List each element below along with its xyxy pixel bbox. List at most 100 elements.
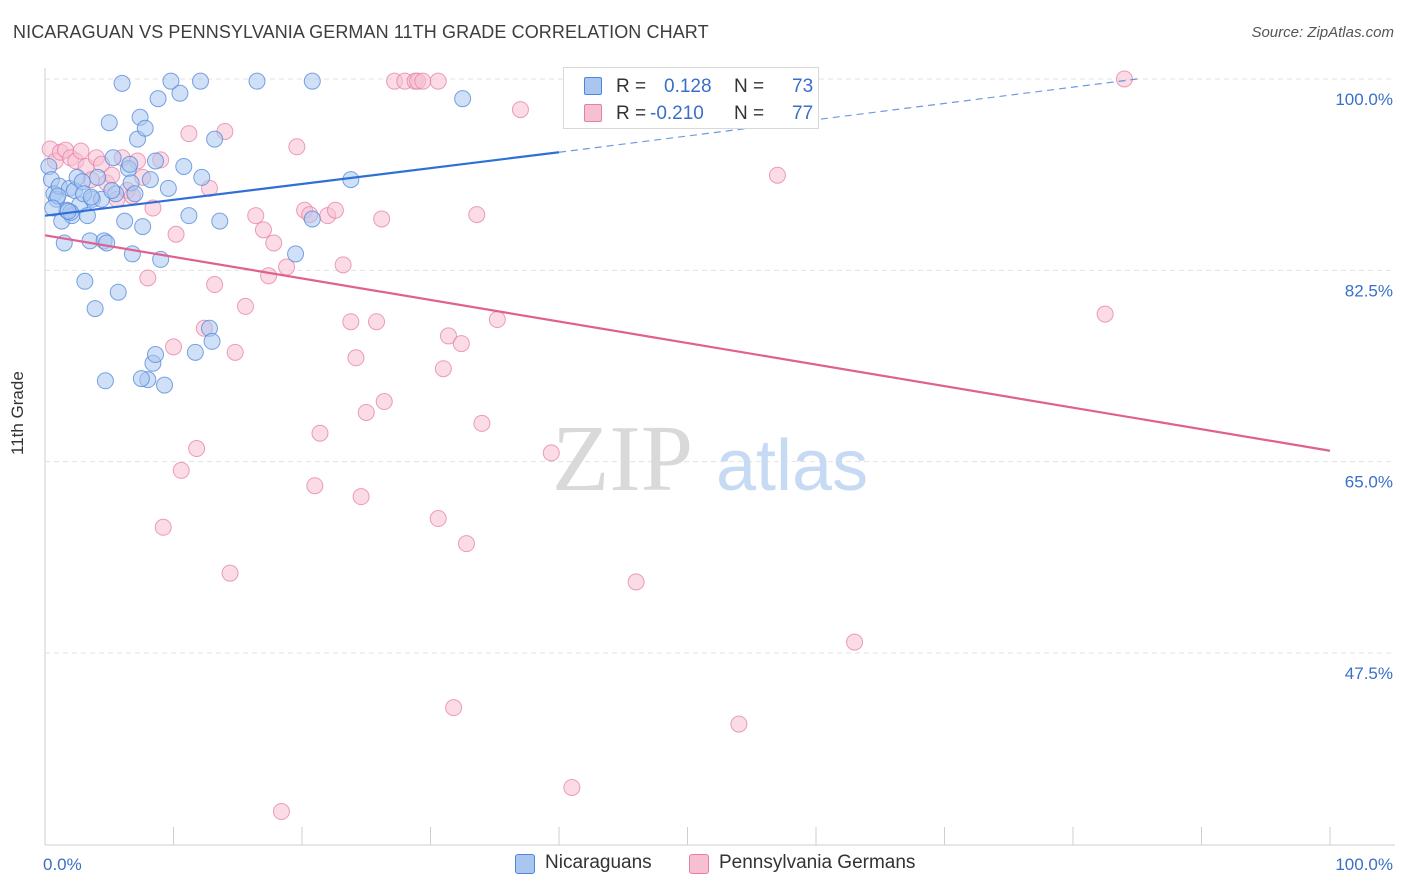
nicaraguan-point xyxy=(191,72,209,90)
pennsylvania-german-point xyxy=(357,403,375,421)
pennsylvania-german-point xyxy=(473,414,491,432)
y-tick-label: 82.5% xyxy=(1345,281,1393,300)
legend-n-label: N = xyxy=(734,103,765,124)
nicaraguan-point xyxy=(171,84,189,102)
nicaraguan-point xyxy=(132,370,150,388)
pennsylvania-german-point xyxy=(272,803,290,821)
pennsylvania-german-point xyxy=(352,488,370,506)
pennsylvania-german-point xyxy=(414,72,432,90)
nicaraguan-point xyxy=(147,152,165,170)
bottom-legend-swatch-pink xyxy=(689,854,709,874)
nicaraguan-point xyxy=(103,182,121,200)
pennsylvania-german-point xyxy=(154,518,172,536)
legend-r-label: R = xyxy=(616,103,647,124)
pennsylvania-german-point xyxy=(511,101,529,119)
pennsylvania-german-point xyxy=(288,138,306,156)
pennsylvania-german-point xyxy=(434,360,452,378)
nicaraguan-point xyxy=(303,210,321,228)
pennsylvania-german-point xyxy=(768,166,786,184)
source-label: Source: ZipAtlas.com xyxy=(1251,24,1394,41)
legend-n-value: 73 xyxy=(792,76,814,97)
bottom-legend-label: Pennsylvania Germans xyxy=(719,852,916,873)
pennsylvania-german-point xyxy=(375,393,393,411)
pennsylvania-german-point xyxy=(306,477,324,495)
y-tick-label: 100.0% xyxy=(1335,90,1393,109)
legend-r-value: 0.128 xyxy=(664,76,712,97)
pennsylvania-german-point xyxy=(254,221,272,239)
nicaraguan-point xyxy=(126,185,144,203)
nicaraguan-point xyxy=(206,130,224,148)
pennsylvania-german-point xyxy=(206,276,224,294)
pennsylvania-german-point xyxy=(236,297,254,315)
legend-swatch-blue xyxy=(584,77,602,95)
nicaraguan-point xyxy=(121,155,139,173)
pennsylvania-german-point xyxy=(429,510,447,528)
nicaraguan-point xyxy=(76,272,94,290)
bottom-legend-swatch-blue xyxy=(515,854,535,874)
nicaraguan-trend-extension xyxy=(558,78,1138,153)
nicaraguan-point xyxy=(193,168,211,186)
pennsylvania-german-point xyxy=(457,535,475,553)
pennsylvania-german-point xyxy=(488,311,506,329)
bottom-legend-label: Nicaraguans xyxy=(545,852,652,873)
pennsylvania-german-point xyxy=(188,440,206,458)
nicaraguan-point xyxy=(116,212,134,230)
nicaraguan-point xyxy=(98,234,116,252)
pennsylvania-german-point xyxy=(139,269,157,287)
legend-n-label: N = xyxy=(734,76,765,97)
pennsylvania-german-point xyxy=(226,343,244,361)
nicaraguan-point xyxy=(147,346,165,364)
data-points xyxy=(40,70,1133,821)
gridlines xyxy=(45,78,1395,654)
legend-n-value: 77 xyxy=(792,103,814,124)
pennsylvania-german-point xyxy=(326,201,344,219)
nicaraguan-point xyxy=(89,168,107,186)
pennsylvania-german-point xyxy=(347,349,365,367)
nicaraguan-point xyxy=(141,171,159,189)
pennsylvania-german-point xyxy=(247,207,265,225)
x-tick-label: 100.0% xyxy=(1335,855,1393,874)
nicaraguan-point xyxy=(149,90,167,108)
y-tick-label: 65.0% xyxy=(1345,473,1393,492)
pennsylvania-german-point xyxy=(172,461,190,479)
pennsylvania-german-point xyxy=(373,210,391,228)
nicaraguan-point xyxy=(287,245,305,263)
pennsylvania-german-trend-line xyxy=(44,234,1331,452)
nicaraguan-point xyxy=(211,212,229,230)
pennsylvania-german-point xyxy=(846,633,864,651)
pennsylvania-german-point xyxy=(180,125,198,143)
y-tick-label: 47.5% xyxy=(1345,664,1393,683)
pennsylvania-german-point xyxy=(221,564,239,582)
nicaraguan-point xyxy=(81,232,99,250)
pennsylvania-german-point xyxy=(1115,70,1133,88)
pennsylvania-german-point xyxy=(334,256,352,274)
pennsylvania-german-point xyxy=(542,444,560,462)
nicaraguan-point xyxy=(134,218,152,236)
pennsylvania-german-point xyxy=(468,206,486,224)
pennsylvania-german-point xyxy=(311,424,329,442)
pennsylvania-german-point xyxy=(1096,305,1114,323)
tick-labels: 100.0% 82.5% 65.0% 47.5% 0.0% 100.0% xyxy=(43,90,1393,874)
pennsylvania-german-point xyxy=(445,699,463,717)
pennsylvania-german-point xyxy=(368,313,386,331)
y-axis-label: 11th Grade xyxy=(8,371,27,455)
nicaraguan-point xyxy=(454,90,472,108)
pennsylvania-german-point xyxy=(342,313,360,331)
pennsylvania-german-point xyxy=(563,778,581,796)
pennsylvania-german-point xyxy=(452,335,470,353)
pennsylvania-german-point xyxy=(730,715,748,733)
legend-r-value: -0.210 xyxy=(650,103,704,124)
nicaraguan-point xyxy=(162,72,180,90)
nicaraguan-point xyxy=(175,157,193,175)
nicaraguan-point xyxy=(113,74,131,92)
nicaraguan-point xyxy=(159,179,177,197)
trend-lines xyxy=(44,78,1331,452)
axes xyxy=(44,68,1395,846)
watermark: ZIP atlas xyxy=(552,407,868,511)
pennsylvania-german-point xyxy=(265,234,283,252)
pennsylvania-german-point xyxy=(165,338,182,356)
pennsylvania-german-point xyxy=(72,142,90,160)
nicaraguan-point xyxy=(303,72,321,90)
legend-swatch-pink xyxy=(584,104,602,122)
